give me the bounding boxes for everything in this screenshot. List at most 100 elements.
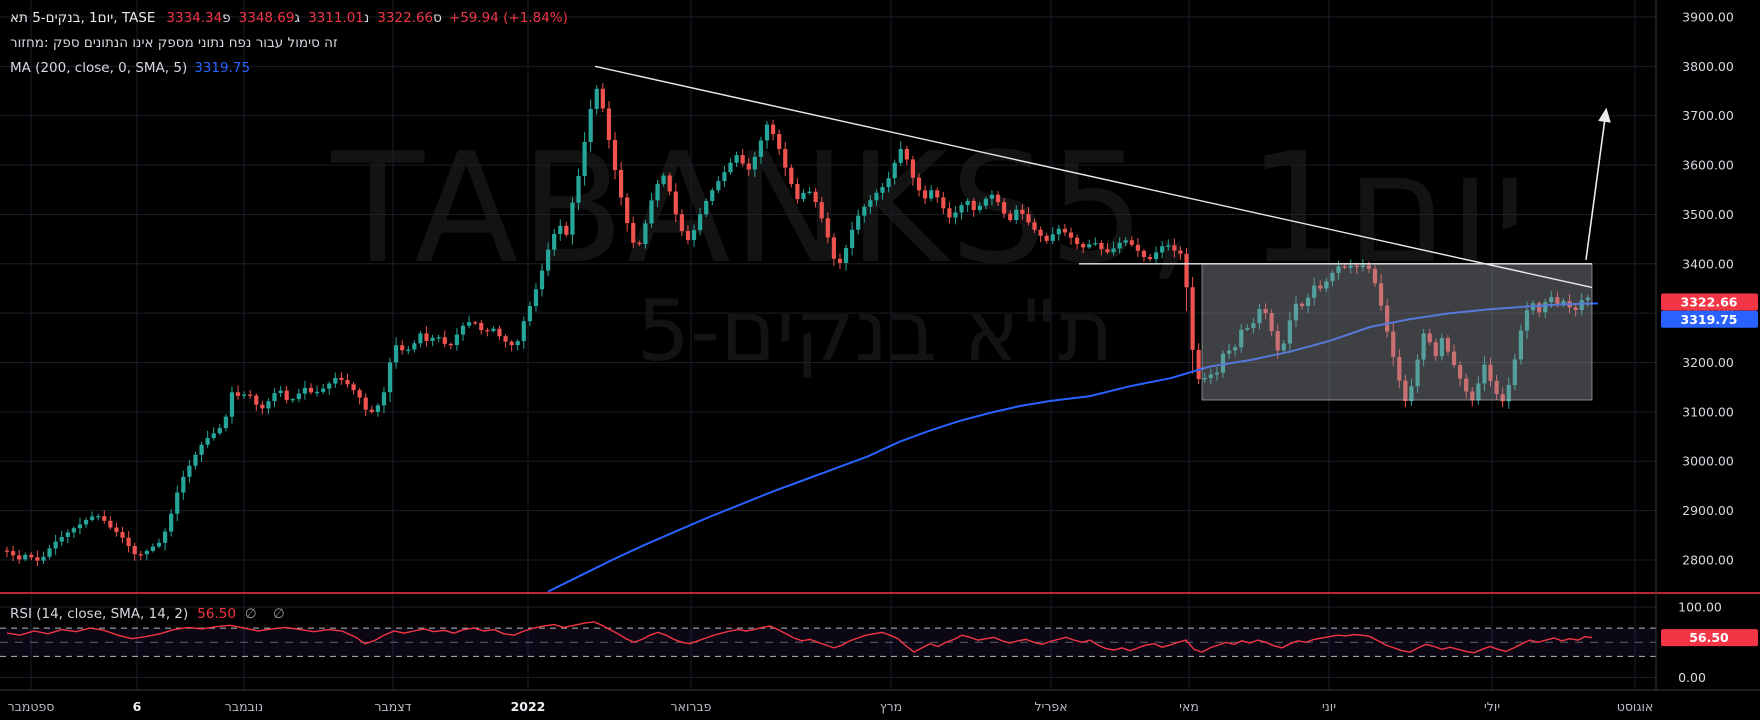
candle-body	[539, 270, 545, 290]
candle-body	[260, 404, 265, 409]
candle-body	[801, 192, 806, 200]
candle-body	[1585, 297, 1590, 301]
candle-body	[1488, 364, 1493, 381]
candle-body	[1087, 244, 1092, 248]
candle-body	[837, 258, 843, 264]
candle-body	[1439, 338, 1444, 357]
candle-body	[1275, 331, 1280, 351]
candle-body	[576, 175, 581, 203]
arrow-drawing[interactable]	[1585, 107, 1611, 260]
time-axis-label: ספטמבר	[8, 699, 55, 714]
candle-body	[910, 159, 916, 178]
candle-body	[874, 192, 879, 201]
candle-body	[1141, 250, 1147, 258]
rectangle-drawing[interactable]	[1201, 263, 1593, 401]
candle-body	[1281, 343, 1286, 351]
candle-body	[400, 345, 405, 351]
candle-body	[272, 393, 277, 402]
candle-body	[1014, 209, 1019, 221]
candle-body	[965, 200, 970, 206]
candle-body	[1573, 307, 1578, 311]
symbol-title[interactable]: תא‎ בנקים-5,‎ 1יום,‎ TASE	[10, 9, 156, 26]
candle-body	[1233, 347, 1238, 351]
candle-body	[1093, 242, 1098, 245]
user-drawings[interactable]	[594, 65, 1611, 401]
candle-body	[47, 548, 52, 557]
open-value: פ3334.34	[166, 9, 231, 26]
rsi-indicator-row[interactable]: RSI (14, close, SMA, 14, 2) 56.50 ∅ ∅	[10, 606, 291, 622]
time-axis-label: אפריל	[1034, 699, 1067, 714]
candle-body	[643, 223, 648, 245]
candle-body	[1512, 359, 1517, 386]
time-axis-label: יוני	[1322, 699, 1336, 714]
candle-body	[1372, 268, 1378, 284]
candle-body	[1360, 265, 1365, 268]
rsi-pane[interactable]	[0, 621, 1656, 657]
candle-body	[333, 377, 338, 384]
candle-body	[1500, 394, 1505, 402]
candle-body	[1147, 257, 1153, 260]
candle-body	[1056, 228, 1061, 235]
candle-body	[375, 405, 380, 413]
candle-body	[406, 349, 411, 351]
candle-body	[1342, 266, 1347, 268]
candle-body	[1299, 303, 1305, 306]
time-axis[interactable]: ספטמבר 6 נובמבר דצמבר 2022 פברואר מרץ אפריל מאי י…	[0, 689, 1760, 714]
candle-body	[59, 536, 64, 542]
trendline-drawing[interactable]	[594, 65, 1593, 289]
candle-body	[1226, 350, 1232, 354]
candle-body	[1312, 285, 1317, 298]
last-price-badge-text: 3322.66	[1681, 294, 1738, 309]
time-axis-label: יולי	[1484, 699, 1500, 714]
ma-indicator-row[interactable]: MA (200, close, 0, SMA, 5) 3319.75	[10, 55, 568, 80]
candle-body	[23, 554, 28, 560]
rsi-value-badge-text: 56.50	[1689, 630, 1729, 645]
candle-body	[181, 476, 186, 493]
rsi-label[interactable]: RSI (14, close, SMA, 14, 2)	[10, 606, 189, 622]
candle-body	[1445, 338, 1451, 352]
rsi-axis-label: 0.00	[1678, 670, 1706, 685]
ma-label[interactable]: MA (200, close, 0, SMA, 5)	[10, 59, 188, 76]
price-axis[interactable]: 3900.00 3800.00 3700.00 3600.00 3500.00 3400.…	[1655, 0, 1734, 690]
candle-body	[1062, 228, 1068, 233]
candle-body	[454, 334, 460, 346]
candle-body	[266, 401, 271, 409]
change-value: +59.94 (+1.84%)	[448, 9, 568, 26]
candle-body	[904, 148, 909, 160]
candle-body	[722, 172, 727, 182]
candle-body	[308, 387, 314, 393]
candle-body	[41, 556, 46, 561]
candle-body	[235, 392, 241, 396]
candle-body	[1415, 359, 1420, 387]
candle-body	[764, 124, 770, 141]
rsi-polyline[interactable]	[6, 621, 1593, 654]
candle-body	[1555, 297, 1560, 306]
price-axis-label: 3900.00	[1682, 10, 1734, 25]
candle-body	[1245, 328, 1250, 330]
candle-body	[892, 162, 897, 179]
candle-body	[995, 194, 1001, 203]
ma-price-badge-text: 3319.75	[1681, 312, 1738, 327]
candle-body	[448, 343, 453, 346]
price-axis-label: 3200.00	[1682, 355, 1734, 370]
candle-body	[1391, 331, 1396, 357]
symbol-title-row[interactable]: תא‎ בנקים-5,‎ 1יום,‎ TASE פ3334.34 ג3348…	[10, 5, 568, 30]
candle-body	[655, 183, 660, 201]
time-axis-label: אוגוסט	[1617, 699, 1654, 714]
ma200-line[interactable]	[547, 302, 1599, 593]
candle-body	[77, 524, 83, 529]
candle-body	[1378, 283, 1384, 306]
candle-body	[1306, 297, 1311, 306]
candle-body	[339, 377, 344, 380]
ohlc-readout: פ3334.34 ג3348.69 נ3311.01 ס3322.66	[166, 10, 442, 26]
candlestick-series[interactable]	[4, 83, 1590, 566]
ma200-polyline[interactable]	[547, 302, 1599, 593]
candle-body	[126, 537, 131, 546]
candle-body	[363, 397, 368, 410]
time-axis-label: מאי	[1179, 699, 1199, 714]
candle-body	[327, 383, 332, 389]
candle-body	[1105, 249, 1110, 253]
price-axis-label: 3800.00	[1682, 59, 1734, 74]
candle-body	[199, 444, 204, 455]
